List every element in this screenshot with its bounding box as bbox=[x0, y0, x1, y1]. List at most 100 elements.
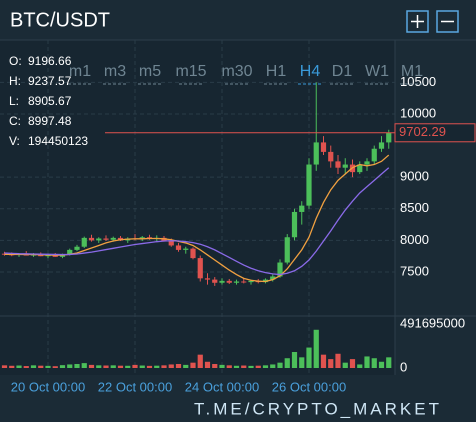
volume-bar bbox=[262, 365, 269, 368]
watermark: T.ME/CRYPTO_MARKET bbox=[194, 399, 442, 418]
y-tick-label: 10500 bbox=[400, 74, 436, 89]
candle-body bbox=[226, 280, 232, 283]
ohlc-value: 8997.48 bbox=[28, 114, 72, 128]
plot-area bbox=[0, 40, 395, 375]
volume-bar bbox=[146, 365, 153, 368]
candle-body bbox=[248, 280, 254, 283]
candle-body bbox=[212, 279, 218, 283]
candle-body bbox=[241, 281, 247, 283]
ohlc-value: 8905.67 bbox=[28, 94, 72, 108]
candle-body bbox=[299, 205, 305, 212]
volume-bar bbox=[241, 365, 247, 368]
y-tick-label: 8000 bbox=[400, 232, 429, 247]
volume-bar bbox=[255, 365, 261, 368]
volume-bar bbox=[161, 365, 167, 368]
timeframe-button[interactable]: W1 bbox=[365, 63, 389, 80]
volume-bar bbox=[357, 364, 363, 368]
y-tick-label: 7500 bbox=[400, 263, 429, 278]
volume-bar bbox=[270, 364, 276, 368]
candle-body bbox=[371, 148, 377, 162]
moving-average-line bbox=[4, 167, 390, 276]
candle-body bbox=[270, 276, 276, 280]
candle-body bbox=[67, 249, 73, 255]
candle-body bbox=[364, 161, 370, 165]
volume-bar bbox=[386, 357, 392, 368]
candle-body bbox=[313, 142, 319, 165]
candle-body bbox=[52, 254, 58, 257]
timeframe-button[interactable]: H4 bbox=[300, 63, 321, 80]
volume-bar bbox=[1, 365, 8, 368]
volume-bar bbox=[371, 358, 377, 368]
volume-bar bbox=[233, 365, 240, 368]
timeframe-button[interactable]: H1 bbox=[266, 63, 287, 80]
volume-bar bbox=[349, 359, 356, 368]
volume-bar bbox=[96, 365, 102, 368]
timeframe-button[interactable]: m15 bbox=[175, 63, 206, 80]
volume-bar bbox=[204, 361, 211, 368]
button-frame[interactable] bbox=[406, 10, 429, 33]
ohlc-value: 194450123 bbox=[28, 134, 88, 148]
volume-bar bbox=[313, 329, 319, 368]
x-tick-label: 24 Oct 00:00 bbox=[185, 379, 259, 394]
x-tick-label: 22 Oct 00:00 bbox=[98, 379, 172, 394]
volume-bar bbox=[378, 361, 385, 368]
volume-bar bbox=[320, 354, 327, 368]
candle-body bbox=[335, 161, 341, 168]
volume-bar bbox=[9, 365, 15, 368]
ohlc-label: H: bbox=[9, 74, 21, 88]
volume-bar bbox=[328, 359, 334, 368]
zoom-in-button[interactable] bbox=[406, 10, 429, 33]
candle-body bbox=[103, 238, 109, 240]
volume-tick-label: 0 bbox=[400, 359, 407, 374]
volume-bar bbox=[74, 364, 80, 368]
volume-bar bbox=[125, 365, 131, 368]
volume-bar bbox=[30, 365, 37, 368]
timeframe-button[interactable]: m30 bbox=[221, 63, 252, 80]
candle-body bbox=[291, 211, 298, 238]
candle-body bbox=[277, 262, 283, 277]
candle-body bbox=[306, 164, 312, 206]
volume-bar bbox=[284, 358, 290, 368]
volume-bar bbox=[364, 356, 370, 368]
candle-body bbox=[175, 245, 182, 250]
candle-body bbox=[190, 248, 196, 259]
volume-bar bbox=[103, 365, 109, 368]
ohlc-label: V: bbox=[9, 134, 20, 148]
candle-body bbox=[204, 278, 211, 280]
button-frame[interactable] bbox=[436, 10, 459, 33]
volume-bar bbox=[212, 364, 218, 368]
volume-bar bbox=[168, 364, 174, 368]
candle-body bbox=[378, 142, 385, 149]
last-price-label: 9702.29 bbox=[399, 124, 446, 139]
candle-body bbox=[88, 237, 95, 241]
timeframe-button[interactable]: m5 bbox=[139, 63, 161, 80]
volume-bar bbox=[110, 365, 116, 368]
volume-bar bbox=[52, 366, 58, 368]
volume-bar bbox=[59, 365, 66, 368]
x-tick-label: 20 Oct 00:00 bbox=[11, 379, 85, 394]
volume-bar bbox=[226, 365, 232, 368]
candle-body bbox=[386, 132, 392, 143]
volume-bar bbox=[342, 362, 348, 368]
volume-bar bbox=[81, 363, 87, 368]
zoom-out-button[interactable] bbox=[436, 10, 459, 33]
candle-body bbox=[74, 246, 80, 250]
candle-body bbox=[81, 237, 87, 247]
volume-bar bbox=[183, 364, 189, 368]
candle-body bbox=[197, 258, 203, 279]
volume-bar bbox=[38, 365, 44, 368]
candle-body bbox=[219, 280, 225, 283]
volume-bar bbox=[154, 365, 160, 368]
timeframe-button[interactable]: M1 bbox=[401, 63, 423, 80]
timeframe-button[interactable]: D1 bbox=[332, 63, 353, 80]
volume-bar bbox=[139, 365, 145, 368]
ohlc-label: C: bbox=[9, 114, 21, 128]
timeframe-button[interactable]: m1 bbox=[69, 63, 91, 80]
volume-tick-label: 491695000 bbox=[400, 316, 465, 331]
volume-bar bbox=[291, 352, 298, 368]
volume-bar bbox=[299, 357, 305, 368]
timeframe-button[interactable]: m3 bbox=[104, 63, 126, 80]
volume-bar bbox=[277, 362, 283, 368]
